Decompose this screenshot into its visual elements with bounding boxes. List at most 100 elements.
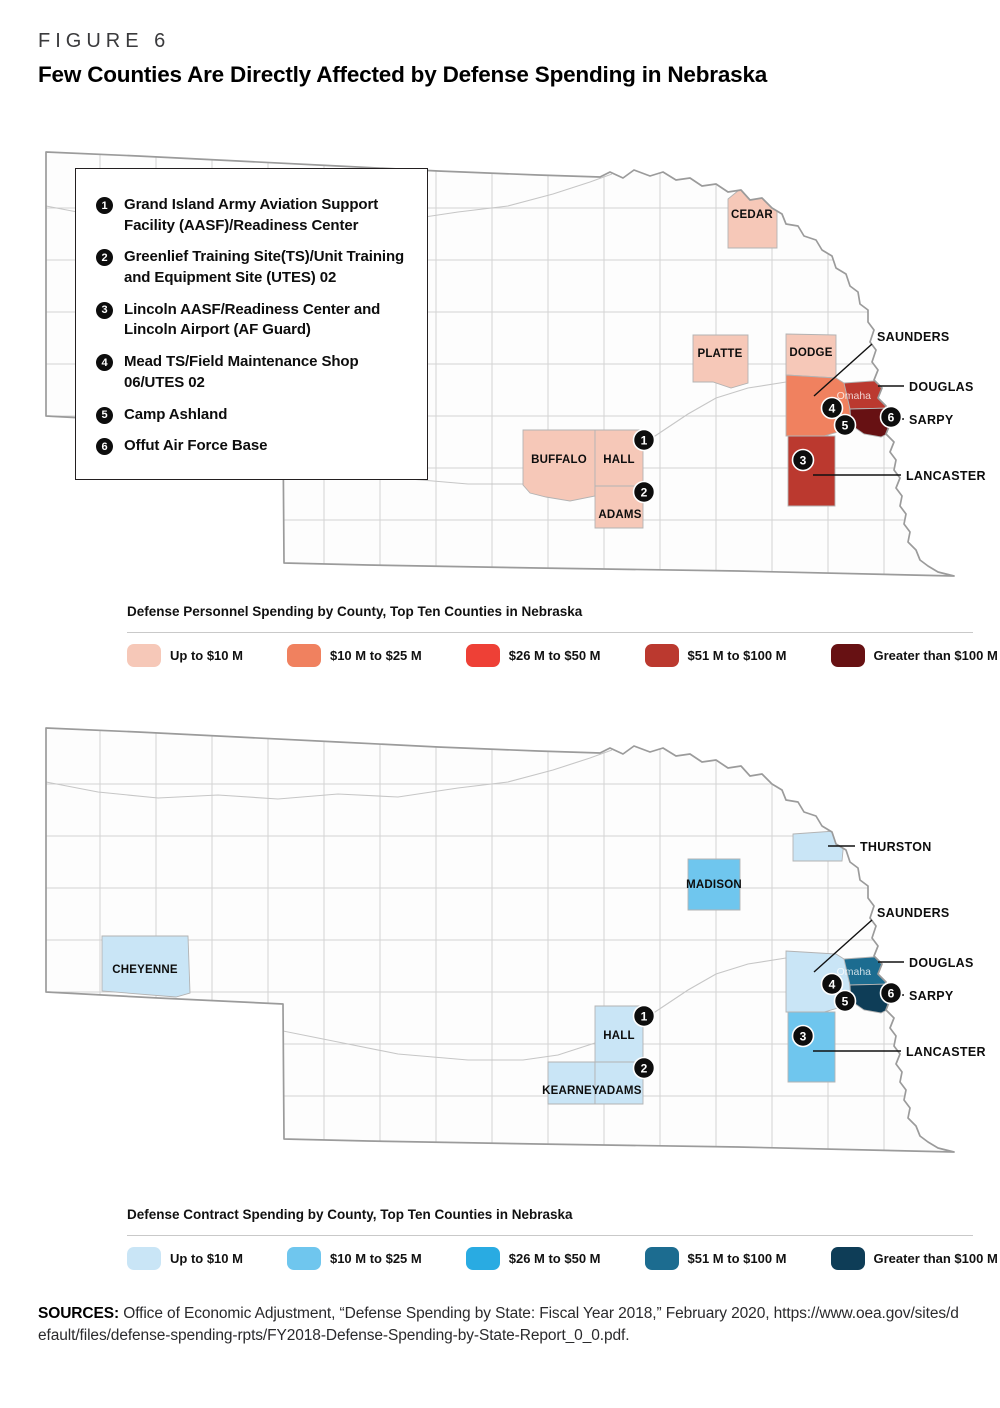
omaha-star-icon: ★	[881, 967, 891, 979]
county-cedar	[727, 187, 778, 249]
sources-text: Office of Economic Adjustment, “Defense …	[38, 1305, 959, 1345]
county-cheyenne	[101, 935, 191, 998]
site-marker-4: 4	[820, 972, 844, 996]
county-platte	[692, 334, 749, 389]
contract-legend-item-4: Greater than $100 M	[830, 1247, 998, 1270]
site-marker-4: 4	[820, 396, 844, 420]
site-key-item-5: 5 Camp Ashland	[96, 405, 411, 426]
callout-sarpy-label: SARPY	[909, 413, 954, 427]
county-kearney	[547, 1061, 596, 1105]
callout-douglas-label: DOUGLAS	[909, 380, 974, 394]
personnel-legend-swatch-1	[286, 644, 321, 667]
site-key-label-3: Lincoln AASF/Readiness Center and Lincol…	[124, 300, 381, 339]
contract-legend-item-3: $51 M to $100 M	[644, 1247, 787, 1270]
contract-legend-item-1: $10 M to $25 M	[286, 1247, 422, 1270]
callout-thurston-label: THURSTON	[860, 840, 932, 854]
site-marker-5: 5	[833, 989, 857, 1013]
site-marker-1-circle	[632, 1004, 656, 1028]
site-marker-6-circle	[879, 981, 903, 1005]
site-key-label-6: Offut Air Force Base	[124, 437, 268, 455]
state-outline	[45, 151, 955, 577]
figure-title: Few Counties Are Directly Affected by De…	[38, 62, 768, 87]
site-key-label-5: Camp Ashland	[124, 405, 228, 423]
site-marker-3: 3	[791, 1024, 815, 1048]
site-key-badge-5: 5	[96, 406, 113, 424]
contract-legend-title: Defense Contract Spending by County, Top…	[127, 1207, 573, 1222]
highlighted-counties	[101, 830, 900, 1105]
site-marker-3: 3	[791, 448, 815, 472]
personnel-legend-item-3: $51 M to $100 M	[644, 644, 787, 667]
sources-note: SOURCES: Office of Economic Adjustment, …	[38, 1303, 966, 1348]
site-marker-3-circle	[791, 1024, 815, 1048]
site-marker-6: 6	[879, 981, 903, 1005]
site-marker-1-circle	[632, 428, 656, 452]
site-marker-2-circle	[632, 1056, 656, 1080]
callout-lancaster-label: LANCASTER	[906, 469, 986, 483]
contract-legend-row: Up to $10 M $10 M to $25 M $26 M to $50 M $…	[127, 1247, 998, 1270]
site-key-badge-4: 4	[96, 354, 113, 372]
legend-divider	[127, 632, 973, 633]
site-marker-5-circle	[833, 989, 857, 1013]
callout-sarpy-label: SARPY	[909, 989, 954, 1003]
county-label-dodge: DODGE	[789, 347, 832, 359]
county-lancaster	[787, 1011, 836, 1083]
county-adams	[594, 485, 644, 529]
personnel-legend-item-1: $10 M to $25 M	[286, 644, 422, 667]
personnel-legend-label-1: $10 M to $25 M	[329, 648, 422, 663]
personnel-legend-label-2: $26 M to $50 M	[508, 648, 601, 663]
county-adams	[594, 1061, 644, 1105]
county-madison	[687, 858, 741, 911]
site-marker-4-number: 4	[829, 977, 836, 991]
contract-legend-swatch-4	[830, 1247, 865, 1270]
county-label-kearney: KEARNEY	[542, 1085, 600, 1097]
omaha-city-label: Omaha	[837, 966, 872, 978]
site-key-badge-3: 3	[96, 301, 113, 319]
contract-legend-swatch-3	[644, 1247, 679, 1270]
site-marker-6-circle	[879, 405, 903, 429]
contract-legend: Defense Contract Spending by County, Top…	[127, 1207, 998, 1270]
callout-saunders-line	[813, 343, 873, 397]
site-marker-1: 1	[632, 428, 656, 452]
site-key-badge-6: 6	[96, 438, 113, 456]
county-label-hall: HALL	[603, 454, 634, 466]
personnel-legend-swatch-0	[127, 644, 161, 667]
site-marker-3-circle	[791, 448, 815, 472]
county-lancaster	[787, 435, 836, 507]
callout-saunders-label: SAUNDERS	[877, 330, 950, 344]
site-marker-3-number: 3	[800, 1029, 807, 1043]
site-key-badge-1: 1	[96, 197, 113, 214]
county-label-adams: ADAMS	[598, 1085, 641, 1097]
contract-legend-item-2: $26 M to $50 M	[465, 1247, 601, 1270]
county-grid	[46, 728, 954, 1152]
site-key-box: 1 Grand Island Army Aviation Support Faci…	[75, 168, 428, 480]
site-marker-5-number: 5	[842, 418, 849, 432]
site-marker-2-circle	[632, 480, 656, 504]
site-key-item-6: 6 Offut Air Force Base	[96, 436, 411, 457]
site-marker-5-number: 5	[842, 994, 849, 1008]
contract-legend-item-0: Up to $10 M	[127, 1247, 243, 1270]
callout-saunders-label: SAUNDERS	[877, 906, 950, 920]
state-outline	[45, 727, 955, 1153]
site-marker-2: 2	[632, 1056, 656, 1080]
site-marker-6: 6	[879, 405, 903, 429]
personnel-legend-label-3: $51 M to $100 M	[687, 648, 787, 663]
county-label-madison: MADISON	[686, 879, 742, 891]
county-label-hall: HALL	[603, 1030, 634, 1042]
contract-legend-label-2: $26 M to $50 M	[508, 1251, 601, 1266]
county-label-buffalo: BUFFALO	[531, 454, 587, 466]
contract-legend-label-1: $10 M to $25 M	[329, 1251, 422, 1266]
legend-divider	[127, 1235, 973, 1236]
contract-legend-label-0: Up to $10 M	[170, 1251, 243, 1266]
site-key-item-4: 4 Mead TS/Field Maintenance Shop 06/UTES …	[96, 352, 411, 393]
personnel-legend-row: Up to $10 M $10 M to $25 M $26 M to $50 M $…	[127, 644, 998, 667]
personnel-legend-item-0: Up to $10 M	[127, 644, 243, 667]
site-key-badge-2: 2	[96, 249, 113, 267]
site-key-item-1: 1 Grand Island Army Aviation Support Faci…	[96, 195, 411, 236]
site-marker-5: 5	[833, 413, 857, 437]
callout-lancaster-label: LANCASTER	[906, 1045, 986, 1059]
site-marker-2-number: 2	[641, 1061, 648, 1075]
personnel-legend-label-0: Up to $10 M	[170, 648, 243, 663]
site-marker-5-circle	[833, 413, 857, 437]
site-key-label-1: Grand Island Army Aviation Support Facil…	[124, 196, 379, 234]
